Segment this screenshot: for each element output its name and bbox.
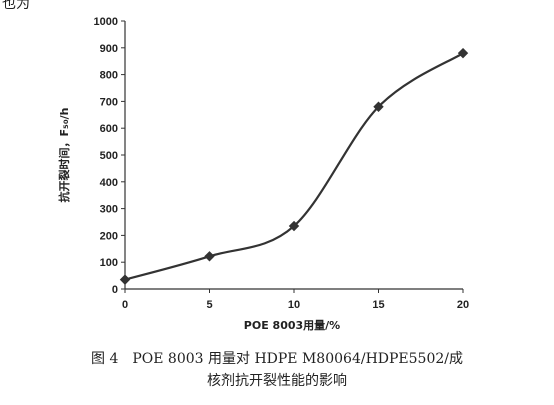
- figure-caption-line-1: 图 4 POE 8003 用量对 HDPE M80064/HDPE5502/成: [91, 351, 463, 367]
- y-tick-label: 300: [100, 204, 118, 216]
- x-tick-label: 0: [122, 299, 128, 311]
- header-text-fragment: 也为: [2, 0, 30, 12]
- y-tick-label: 100: [100, 257, 118, 269]
- data-point-marker: [288, 220, 300, 232]
- y-tick-label: 0: [112, 284, 118, 296]
- y-tick-label: 200: [100, 230, 118, 242]
- x-axis-ticks: 0 5 10 15 20: [122, 289, 469, 311]
- x-tick-label: 10: [288, 299, 300, 311]
- y-tick-label: 600: [100, 123, 118, 135]
- x-tick-label: 20: [457, 299, 469, 311]
- x-tick-label: 5: [206, 299, 212, 311]
- y-axis-label: 抗开裂时间，F₅₀/h: [57, 108, 71, 203]
- line-chart: 0 100 200 300 400 500 600 700 800 900 1000 0 5 10 15 2…: [57, 16, 469, 332]
- data-point-marker: [457, 47, 469, 59]
- data-point-marker: [373, 101, 384, 112]
- chart-axes: [124, 21, 463, 290]
- series-line: [124, 52, 464, 281]
- x-axis-label: POE 8003用量/%: [244, 319, 340, 332]
- figure-caption-line-2: 核剂抗开裂性能的影响: [207, 373, 347, 389]
- data-point-marker: [204, 251, 215, 262]
- y-tick-label: 1000: [94, 16, 118, 28]
- y-tick-label: 900: [100, 43, 118, 55]
- y-tick-label: 400: [100, 177, 118, 189]
- x-tick-label: 15: [372, 299, 384, 311]
- y-tick-label: 800: [100, 70, 118, 82]
- y-axis-ticks: 0 100 200 300 400 500 600 700 800 900 1000: [94, 16, 125, 296]
- chart-series: [119, 47, 469, 285]
- data-point-marker: [119, 274, 131, 285]
- figure-caption: 图 4 POE 8003 用量对 HDPE M80064/HDPE5502/成 …: [0, 348, 554, 392]
- y-tick-label: 700: [100, 96, 118, 108]
- y-tick-label: 500: [100, 150, 118, 162]
